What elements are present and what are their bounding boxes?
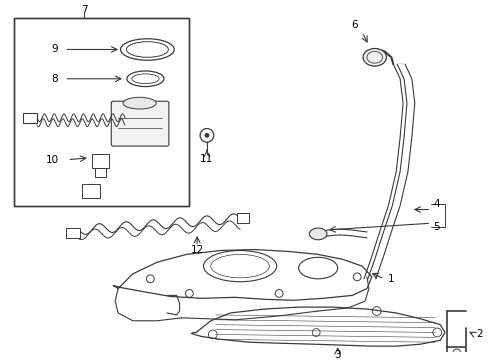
Text: 7: 7 xyxy=(81,5,87,15)
Bar xyxy=(66,228,80,238)
Text: 3: 3 xyxy=(334,350,340,360)
Ellipse shape xyxy=(309,228,326,240)
Polygon shape xyxy=(113,249,371,300)
Text: 1: 1 xyxy=(387,274,394,284)
Bar xyxy=(82,184,100,198)
FancyBboxPatch shape xyxy=(111,101,168,146)
Text: 5: 5 xyxy=(432,222,439,232)
Bar xyxy=(237,213,248,223)
Bar xyxy=(95,167,106,177)
Bar xyxy=(14,18,189,206)
Bar xyxy=(92,154,109,167)
Polygon shape xyxy=(191,307,444,346)
Bar xyxy=(23,113,37,123)
Text: 2: 2 xyxy=(475,329,482,339)
Text: 12: 12 xyxy=(190,244,203,255)
Text: 4: 4 xyxy=(432,199,439,209)
Text: 6: 6 xyxy=(350,20,357,30)
Text: 8: 8 xyxy=(51,74,58,84)
Ellipse shape xyxy=(362,49,386,66)
Circle shape xyxy=(204,133,209,138)
Text: 10: 10 xyxy=(46,155,59,165)
Ellipse shape xyxy=(123,97,156,109)
Text: 11: 11 xyxy=(200,154,213,164)
Bar xyxy=(14,18,189,206)
Text: 9: 9 xyxy=(51,45,58,54)
